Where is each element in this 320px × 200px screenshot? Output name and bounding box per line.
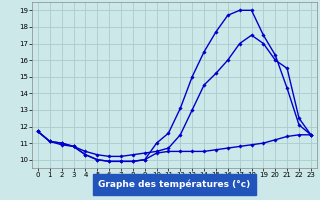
X-axis label: Graphe des températures (°c): Graphe des températures (°c) [98, 180, 251, 189]
